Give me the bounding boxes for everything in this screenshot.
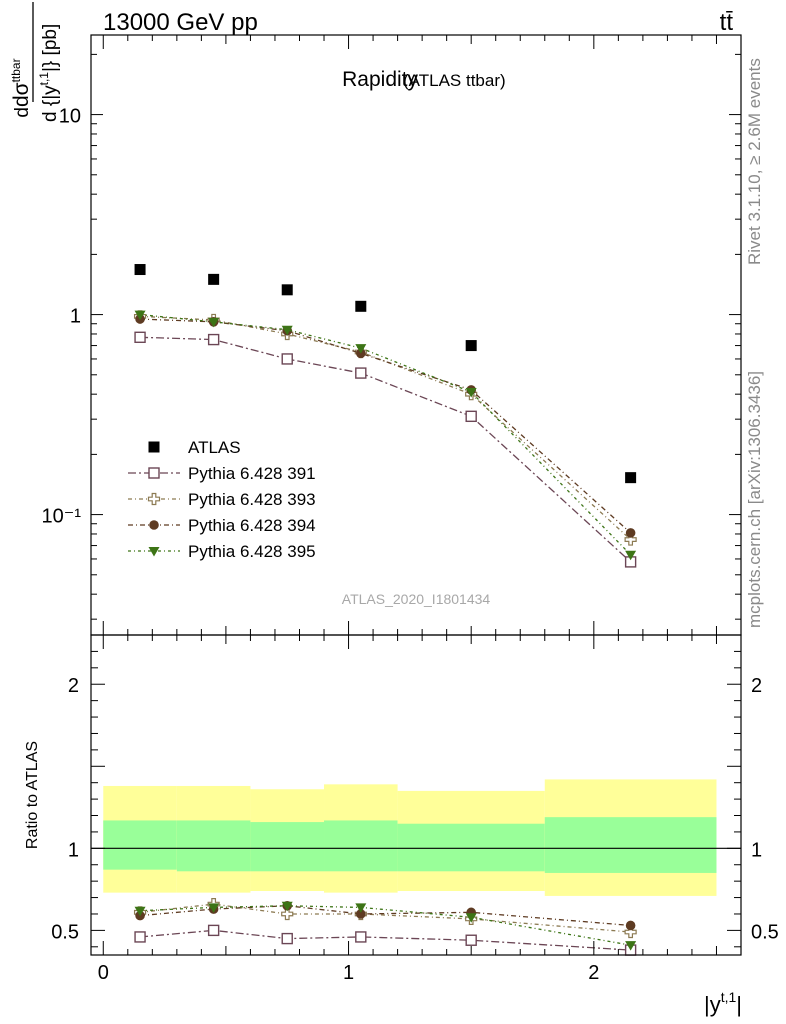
data-point-atlas: [355, 300, 367, 312]
stat-uncertainty-band: [397, 823, 545, 872]
legend-label: Pythia 6.428 394: [188, 516, 316, 535]
analysis-watermark: ATLAS_2020_I1801434: [342, 591, 491, 607]
ratio-point-pythia-6-428-393: [281, 907, 294, 921]
mcplots-label: mcplots.cern.ch [arXiv:1306.3436]: [745, 371, 764, 628]
stat-uncertainty-band: [250, 822, 325, 872]
ratio-point-pythia-6-428-395: [465, 913, 477, 923]
stat-uncertainty-band: [544, 817, 717, 873]
data-point-atlas: [625, 472, 637, 484]
data-point-pythia-6-428-393: [624, 533, 637, 546]
ratio-line-pythia-6-428-391: [139, 929, 631, 951]
y-tick-label: 10: [59, 106, 81, 128]
legend-marker-pythia-6-428-395: [148, 547, 160, 557]
ratio-axes: 0.5 0.5 1 1 2 2 0 1 2: [51, 634, 779, 984]
data-point-atlas: [208, 273, 220, 285]
main-panel: ATLAS Pythia 6.428 391 Pythia 6.428 393 Pyt…: [9, 2, 742, 636]
legend: ATLAS Pythia 6.428 391 Pythia 6.428 393 Pyt…: [128, 438, 316, 561]
final-state-label: tt̄: [720, 9, 734, 36]
ratio-y-tick-label-right: 2: [751, 675, 762, 697]
chart-title: Rapidity: [342, 68, 418, 91]
ratio-frame: [90, 634, 742, 956]
ratio-point-pythia-6-428-395: [355, 903, 367, 913]
y-tick-label: 10⁻¹: [42, 506, 82, 528]
svg-text:ddσttbar: ddσttbar: [9, 58, 33, 117]
ratio-y-tick-label-right: 0.5: [751, 921, 779, 943]
ratio-line-pythia-6-428-393: [139, 903, 631, 933]
data-point-pythia-6-428-395: [134, 310, 146, 321]
stat-uncertainty-band: [176, 820, 251, 872]
data-point-pythia-6-428-395: [281, 325, 293, 336]
ratio-point-pythia-6-428-395: [625, 941, 637, 951]
stat-uncertainty-band: [103, 820, 177, 870]
data-point-pythia-6-428-391: [134, 331, 146, 343]
series-line-pythia-6-428-395: [139, 313, 632, 556]
legend-label: Pythia 6.428 395: [188, 542, 316, 561]
ratio-point-pythia-6-428-391: [134, 931, 146, 943]
ratio-y-tick-label: 2: [68, 675, 79, 697]
ratio-point-pythia-6-428-391: [207, 924, 220, 937]
ratio-point-pythia-6-428-394: [625, 920, 636, 931]
ratio-y-tick-label: 0.5: [51, 921, 79, 943]
stat-uncertainty-band: [324, 820, 398, 872]
ratio-y-tick-label-right: 1: [751, 839, 762, 861]
ratio-point-pythia-6-428-394: [356, 909, 366, 919]
ratio-point-pythia-6-428-395: [208, 903, 220, 913]
data-point-pythia-6-428-395: [625, 550, 637, 561]
ratio-marks: [133, 898, 637, 956]
legend-marker-pythia-6-428-393: [147, 492, 161, 506]
x-tick-label: 1: [343, 962, 354, 984]
data-point-pythia-6-428-395: [465, 388, 477, 398]
svg-text:d {|yt,1|} [pb]: d {|yt,1|} [pb]: [37, 24, 61, 122]
main-marks: [133, 264, 637, 568]
data-point-atlas: [465, 340, 477, 352]
ratio-point-pythia-6-428-393: [624, 925, 637, 939]
data-point-pythia-6-428-395: [355, 344, 367, 354]
legend-marker-pythia-6-428-391: [148, 467, 160, 479]
x-tick-label: 2: [588, 962, 599, 984]
data-point-atlas: [281, 284, 293, 296]
data-point-pythia-6-428-391: [207, 333, 220, 346]
legend-label: Pythia 6.428 393: [188, 490, 316, 509]
process-label: 13000 GeV pp: [103, 9, 258, 36]
series-line-pythia-6-428-391: [140, 336, 632, 563]
series-line-pythia-6-428-394: [140, 318, 632, 534]
legend-label: Pythia 6.428 391: [188, 464, 316, 483]
data-point-pythia-6-428-391: [281, 353, 293, 365]
legend-marker-atlas: [148, 441, 160, 453]
ratio-panel: 0.5 0.51 12 20 1 2 Ratio to ATLAS |yt,1|: [24, 634, 779, 1017]
y-axis-label: ddσttbar d {|yt,1|} [pb]: [9, 2, 61, 122]
ratio-uncertainty-bands: [103, 779, 717, 896]
ratio-point-pythia-6-428-391: [355, 931, 367, 943]
ratio-line-pythia-6-428-394: [139, 905, 631, 927]
ratio-point-pythia-6-428-391: [465, 934, 477, 946]
x-tick-label: 0: [98, 962, 109, 984]
ratio-point-pythia-6-428-395: [281, 901, 293, 912]
ratio-line-pythia-6-428-395: [140, 905, 631, 946]
ratio-point-pythia-6-428-391: [281, 932, 293, 945]
rivet-label: Rivet 3.1.10, ≥ 2.6M events: [745, 58, 764, 265]
chart-subtitle: (ATLAS ttbar): [403, 71, 506, 90]
data-point-pythia-6-428-394: [625, 528, 636, 538]
data-point-pythia-6-428-391: [465, 410, 477, 423]
data-point-pythia-6-428-391: [355, 367, 367, 379]
legend-label: ATLAS: [188, 438, 241, 457]
ratio-y-axis-label: Ratio to ATLAS: [24, 741, 41, 849]
legend-marker-pythia-6-428-394: [149, 520, 159, 530]
data-point-atlas: [134, 264, 146, 276]
ratio-y-tick-label: 1: [68, 839, 79, 861]
data-point-pythia-6-428-395: [208, 317, 220, 328]
y-tick-label: 1: [70, 306, 81, 328]
ratio-point-pythia-6-428-395: [134, 906, 146, 917]
